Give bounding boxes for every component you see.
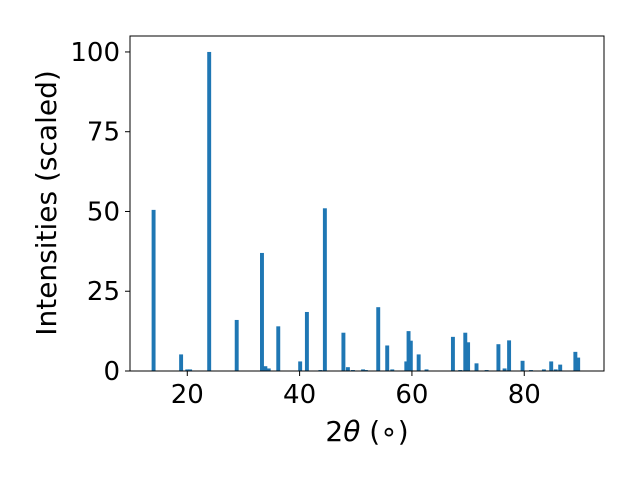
bar-2 [185, 369, 190, 371]
bar-19 [376, 307, 381, 371]
y-tick-label-2: 50 [87, 197, 120, 227]
bar-20 [385, 345, 390, 371]
x-tick-label-3: 80 [508, 380, 541, 410]
bar-36 [520, 360, 525, 371]
bar-14 [341, 332, 346, 371]
bar-43 [576, 357, 581, 371]
bar-25 [416, 354, 421, 371]
bar-40 [553, 369, 558, 371]
bar-8 [266, 368, 271, 371]
y-tick-label-0: 0 [103, 357, 120, 387]
x-tick-label-1: 40 [283, 380, 316, 410]
y-tick-label-1: 25 [87, 277, 120, 307]
bar-24 [408, 340, 413, 371]
x-tick-label-2: 60 [395, 380, 428, 410]
bar-31 [474, 363, 479, 371]
bar-0 [151, 209, 156, 371]
bar-10 [298, 361, 303, 371]
bar-42 [573, 351, 578, 371]
bar-22 [404, 361, 409, 371]
x-axis-label-prefix: 2 [325, 415, 343, 448]
bar-30 [466, 342, 471, 371]
bar-6 [260, 252, 264, 371]
x-tick-label-0: 20 [171, 380, 204, 410]
bar-15 [345, 367, 350, 371]
bar-26 [424, 369, 429, 371]
bar-27 [450, 336, 455, 371]
bar-13 [322, 208, 327, 371]
bar-29 [463, 332, 468, 371]
bar-39 [549, 361, 554, 371]
y-axis-label: Intensities (scaled) [30, 70, 63, 336]
bar-9 [276, 326, 281, 371]
bar-33 [496, 344, 501, 371]
bar-7 [263, 366, 268, 371]
bar-3 [188, 369, 193, 371]
plot-area-frame [129, 35, 605, 372]
bar-34 [502, 368, 507, 371]
bar-5 [234, 319, 239, 371]
bar-38 [541, 369, 546, 371]
x-axis-label-symbol: θ [343, 415, 360, 448]
y-axis-ticks: 0 25 50 75 100 [70, 38, 130, 387]
bar-41 [558, 364, 563, 371]
bar-17 [361, 369, 366, 371]
bar-21 [390, 369, 395, 371]
x-axis-ticks: 20 40 60 80 [171, 371, 541, 410]
x-axis-label: 2θ (∘) [325, 415, 408, 448]
y-tick-label-3: 75 [87, 118, 120, 148]
x-axis-label-unit: (∘) [360, 415, 408, 448]
bar-35 [507, 340, 512, 371]
bar-1 [179, 354, 184, 371]
bar-23 [406, 331, 411, 371]
y-tick-label-4: 100 [70, 38, 120, 68]
bar-4 [207, 51, 212, 371]
bar-11 [304, 311, 309, 371]
